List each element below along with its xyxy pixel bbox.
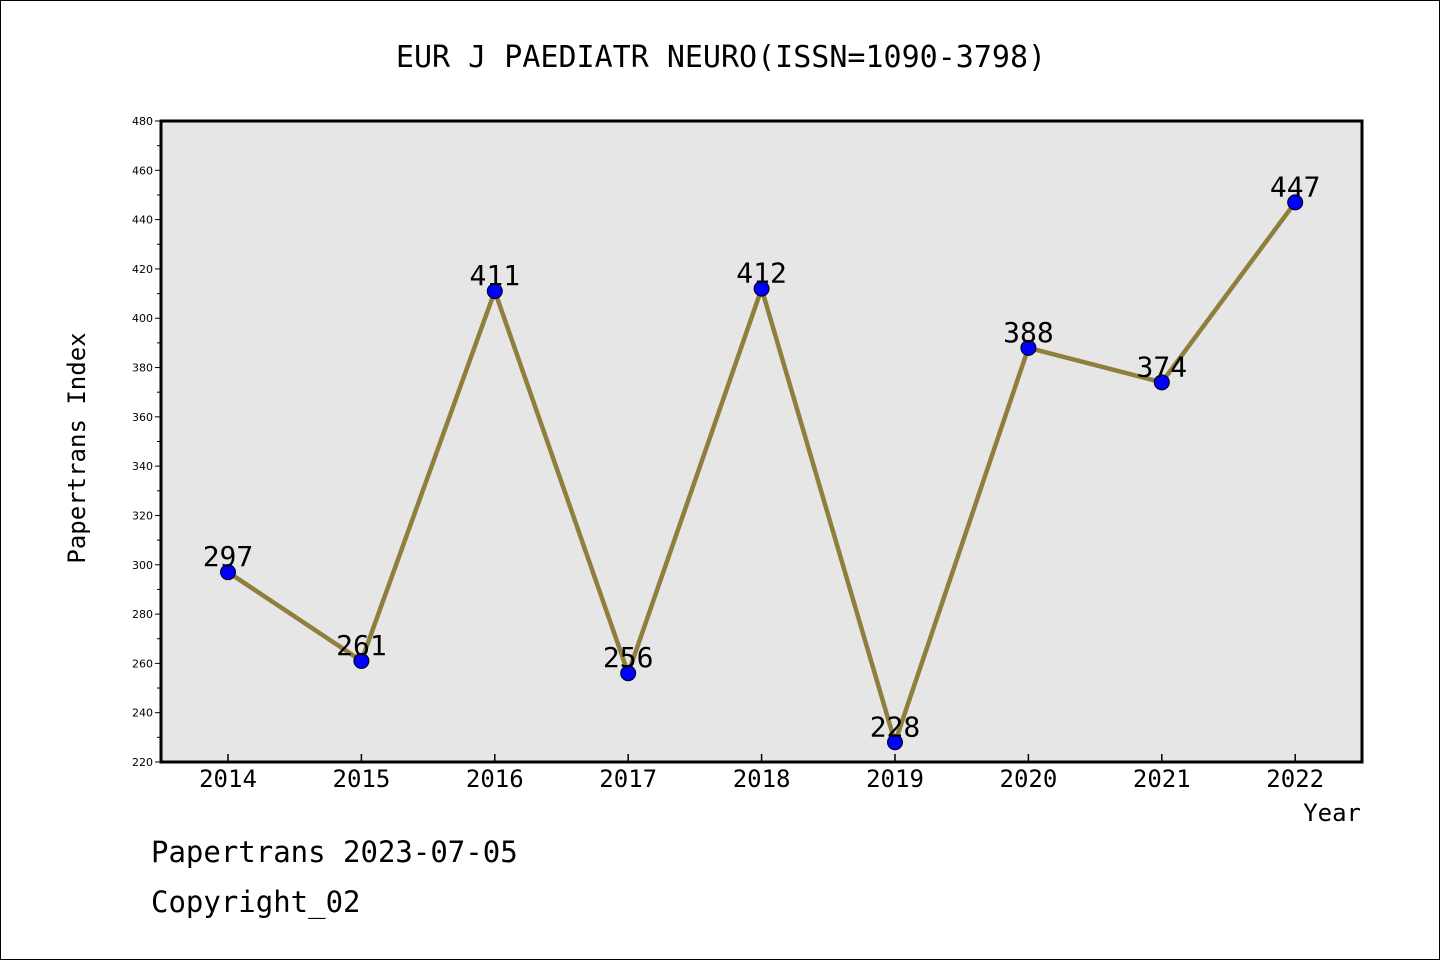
data-labels-layer: 297 261 411 256 412 228 388 374 447 — [203, 170, 1321, 743]
data-point — [1020, 339, 1037, 356]
y-tick-label: 280 — [132, 608, 153, 621]
data-label: 412 — [736, 257, 787, 290]
data-label: 388 — [1003, 316, 1054, 349]
footer-copyright-text: Copyright_02 — [151, 885, 361, 919]
data-point — [753, 280, 770, 297]
data-label: 297 — [203, 540, 254, 573]
y-axis-label: Papertrans Index — [63, 332, 91, 563]
data-point — [620, 665, 637, 682]
data-label: 261 — [336, 629, 387, 662]
y-tick-label: 320 — [132, 509, 153, 522]
x-tick-label: 2017 — [599, 765, 657, 793]
chart-title: EUR J PAEDIATR NEURO(ISSN=1090-3798) — [396, 40, 1046, 75]
x-tick-label: 2020 — [1000, 765, 1058, 793]
x-tick-label: 2022 — [1266, 765, 1324, 793]
data-point — [1153, 374, 1170, 391]
y-tick-label: 300 — [132, 559, 153, 572]
y-tick-label: 340 — [132, 460, 153, 473]
y-tick-label: 260 — [132, 657, 153, 670]
x-axis: 2014 2015 2016 2017 2018 2019 2020 2021 2022 — [199, 754, 1324, 793]
x-tick-label: 2019 — [866, 765, 924, 793]
data-point — [353, 652, 370, 669]
plot-area — [159, 119, 1364, 764]
y-tick-label: 480 — [132, 115, 153, 128]
data-point — [486, 283, 503, 300]
y-tick-label: 440 — [132, 214, 153, 227]
x-tick-label: 2015 — [333, 765, 391, 793]
data-label: 256 — [603, 641, 654, 674]
y-tick-label: 360 — [132, 411, 153, 424]
data-label: 374 — [1137, 350, 1188, 383]
x-tick-label: 2018 — [733, 765, 791, 793]
markers-layer — [220, 194, 1304, 751]
y-tick-label: 240 — [132, 707, 153, 720]
data-point — [220, 564, 236, 581]
data-label: 228 — [870, 710, 921, 743]
y-tick-label: 380 — [132, 362, 153, 375]
x-axis-label: Year — [1303, 799, 1361, 827]
data-point — [887, 734, 903, 751]
y-tick-label: 460 — [132, 164, 153, 177]
data-point — [1287, 194, 1304, 211]
y-tick-label: 400 — [132, 312, 153, 325]
x-tick-label: 2014 — [199, 765, 257, 793]
x-tick-label: 2021 — [1133, 765, 1191, 793]
x-tick-label: 2016 — [466, 765, 524, 793]
data-label: 447 — [1270, 170, 1321, 203]
data-label: 411 — [470, 259, 521, 292]
y-tick-label: 220 — [132, 756, 153, 769]
footer-date-text: Papertrans 2023-07-05 — [151, 835, 518, 869]
y-tick-label: 420 — [132, 263, 153, 276]
y-axis: 220 240 260 280 300 320 340 360 380 400 420 440 460 4… — [132, 115, 161, 769]
